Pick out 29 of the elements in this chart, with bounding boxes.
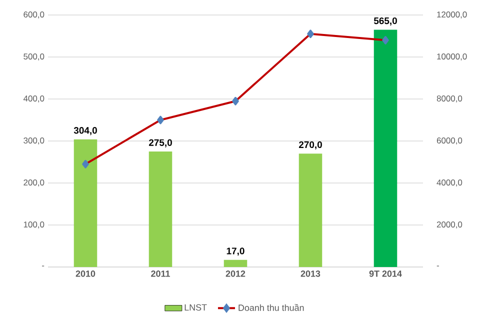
x-tick-label: 2013: [300, 270, 320, 277]
data-label: 565,0: [374, 17, 397, 26]
y-tick-label: 200,0: [24, 180, 44, 186]
bar: [374, 30, 398, 267]
data-label: 275,0: [148, 139, 172, 148]
x-tick-label: 2010: [76, 270, 96, 277]
y-tick-label: 400,0: [23, 96, 44, 102]
bar: [148, 152, 172, 267]
y2-tick-label: 12000,0: [437, 12, 467, 18]
data-label: 17,0: [226, 248, 244, 256]
y2-tick-label: 4000,0: [436, 180, 462, 186]
x-tick-label: 2011: [151, 270, 170, 277]
x-tick-label: 2012: [226, 270, 246, 277]
data-label: 270,0: [298, 141, 322, 150]
y-tick-label: 500,0: [24, 54, 44, 60]
legend-label: LNST: [184, 304, 207, 311]
y2-tick-label: 2000,0: [436, 222, 462, 228]
x-tick-label: 9T 2014: [369, 270, 402, 277]
y-tick-label: 100,0: [24, 222, 44, 228]
legend-label: Doanh thu thuần: [238, 304, 304, 311]
bar: [74, 139, 98, 267]
y2-tick-label: 10000,0: [437, 54, 467, 60]
y-tick-label: 300,0: [24, 138, 44, 144]
data-label: 304,0: [74, 127, 97, 136]
bar: [224, 260, 248, 267]
bar: [298, 154, 322, 267]
y2-tick-label: 6000,0: [436, 138, 462, 144]
y-tick-label: 600,0: [24, 12, 44, 18]
y2-tick-label: 8000,0: [436, 96, 462, 102]
